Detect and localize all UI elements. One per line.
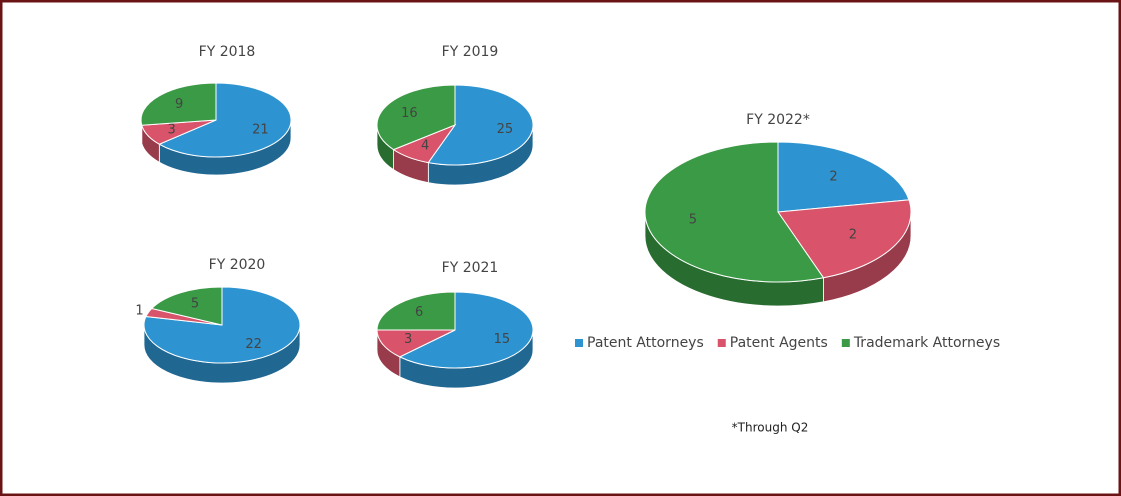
chart-title: FY 2021 bbox=[442, 260, 499, 276]
slice bbox=[777, 141, 910, 213]
slice bbox=[644, 141, 825, 283]
data-label: 3 bbox=[404, 332, 412, 347]
data-label: 15 bbox=[494, 332, 511, 347]
slice bbox=[376, 329, 456, 358]
chart-title: FY 2020 bbox=[209, 257, 266, 273]
data-label: 9 bbox=[175, 97, 183, 112]
slice bbox=[376, 84, 456, 151]
chart-title: FY 2019 bbox=[442, 44, 499, 60]
chart-title: FY 2022* bbox=[746, 112, 810, 128]
data-label: 16 bbox=[401, 106, 418, 121]
note: *Through Q2 bbox=[732, 421, 809, 435]
data-label: 2 bbox=[849, 227, 857, 242]
data-label: 5 bbox=[191, 297, 199, 312]
chart-title: FY 2018 bbox=[199, 44, 256, 60]
slice bbox=[777, 199, 912, 279]
legend-swatch bbox=[717, 339, 726, 347]
data-label: 4 bbox=[421, 139, 429, 154]
legend-swatch bbox=[575, 339, 583, 347]
data-label: 1 bbox=[135, 303, 143, 318]
data-label: 6 bbox=[415, 305, 423, 320]
slice bbox=[140, 82, 217, 126]
data-label: 5 bbox=[689, 212, 697, 227]
legend-label: Patent Agents bbox=[730, 335, 828, 351]
legend-label: Patent Attorneys bbox=[587, 335, 704, 351]
legend-swatch bbox=[841, 339, 850, 347]
data-label: 21 bbox=[252, 122, 269, 137]
legend-label: Trademark Attorneys bbox=[853, 335, 1000, 351]
slice bbox=[150, 286, 223, 326]
data-label: 25 bbox=[497, 122, 514, 137]
data-label: 22 bbox=[245, 337, 262, 352]
data-label: 3 bbox=[168, 122, 176, 137]
data-label: 2 bbox=[829, 170, 837, 185]
slice bbox=[376, 291, 456, 331]
slice bbox=[158, 82, 292, 158]
slice bbox=[427, 84, 534, 166]
slice bbox=[398, 291, 534, 369]
